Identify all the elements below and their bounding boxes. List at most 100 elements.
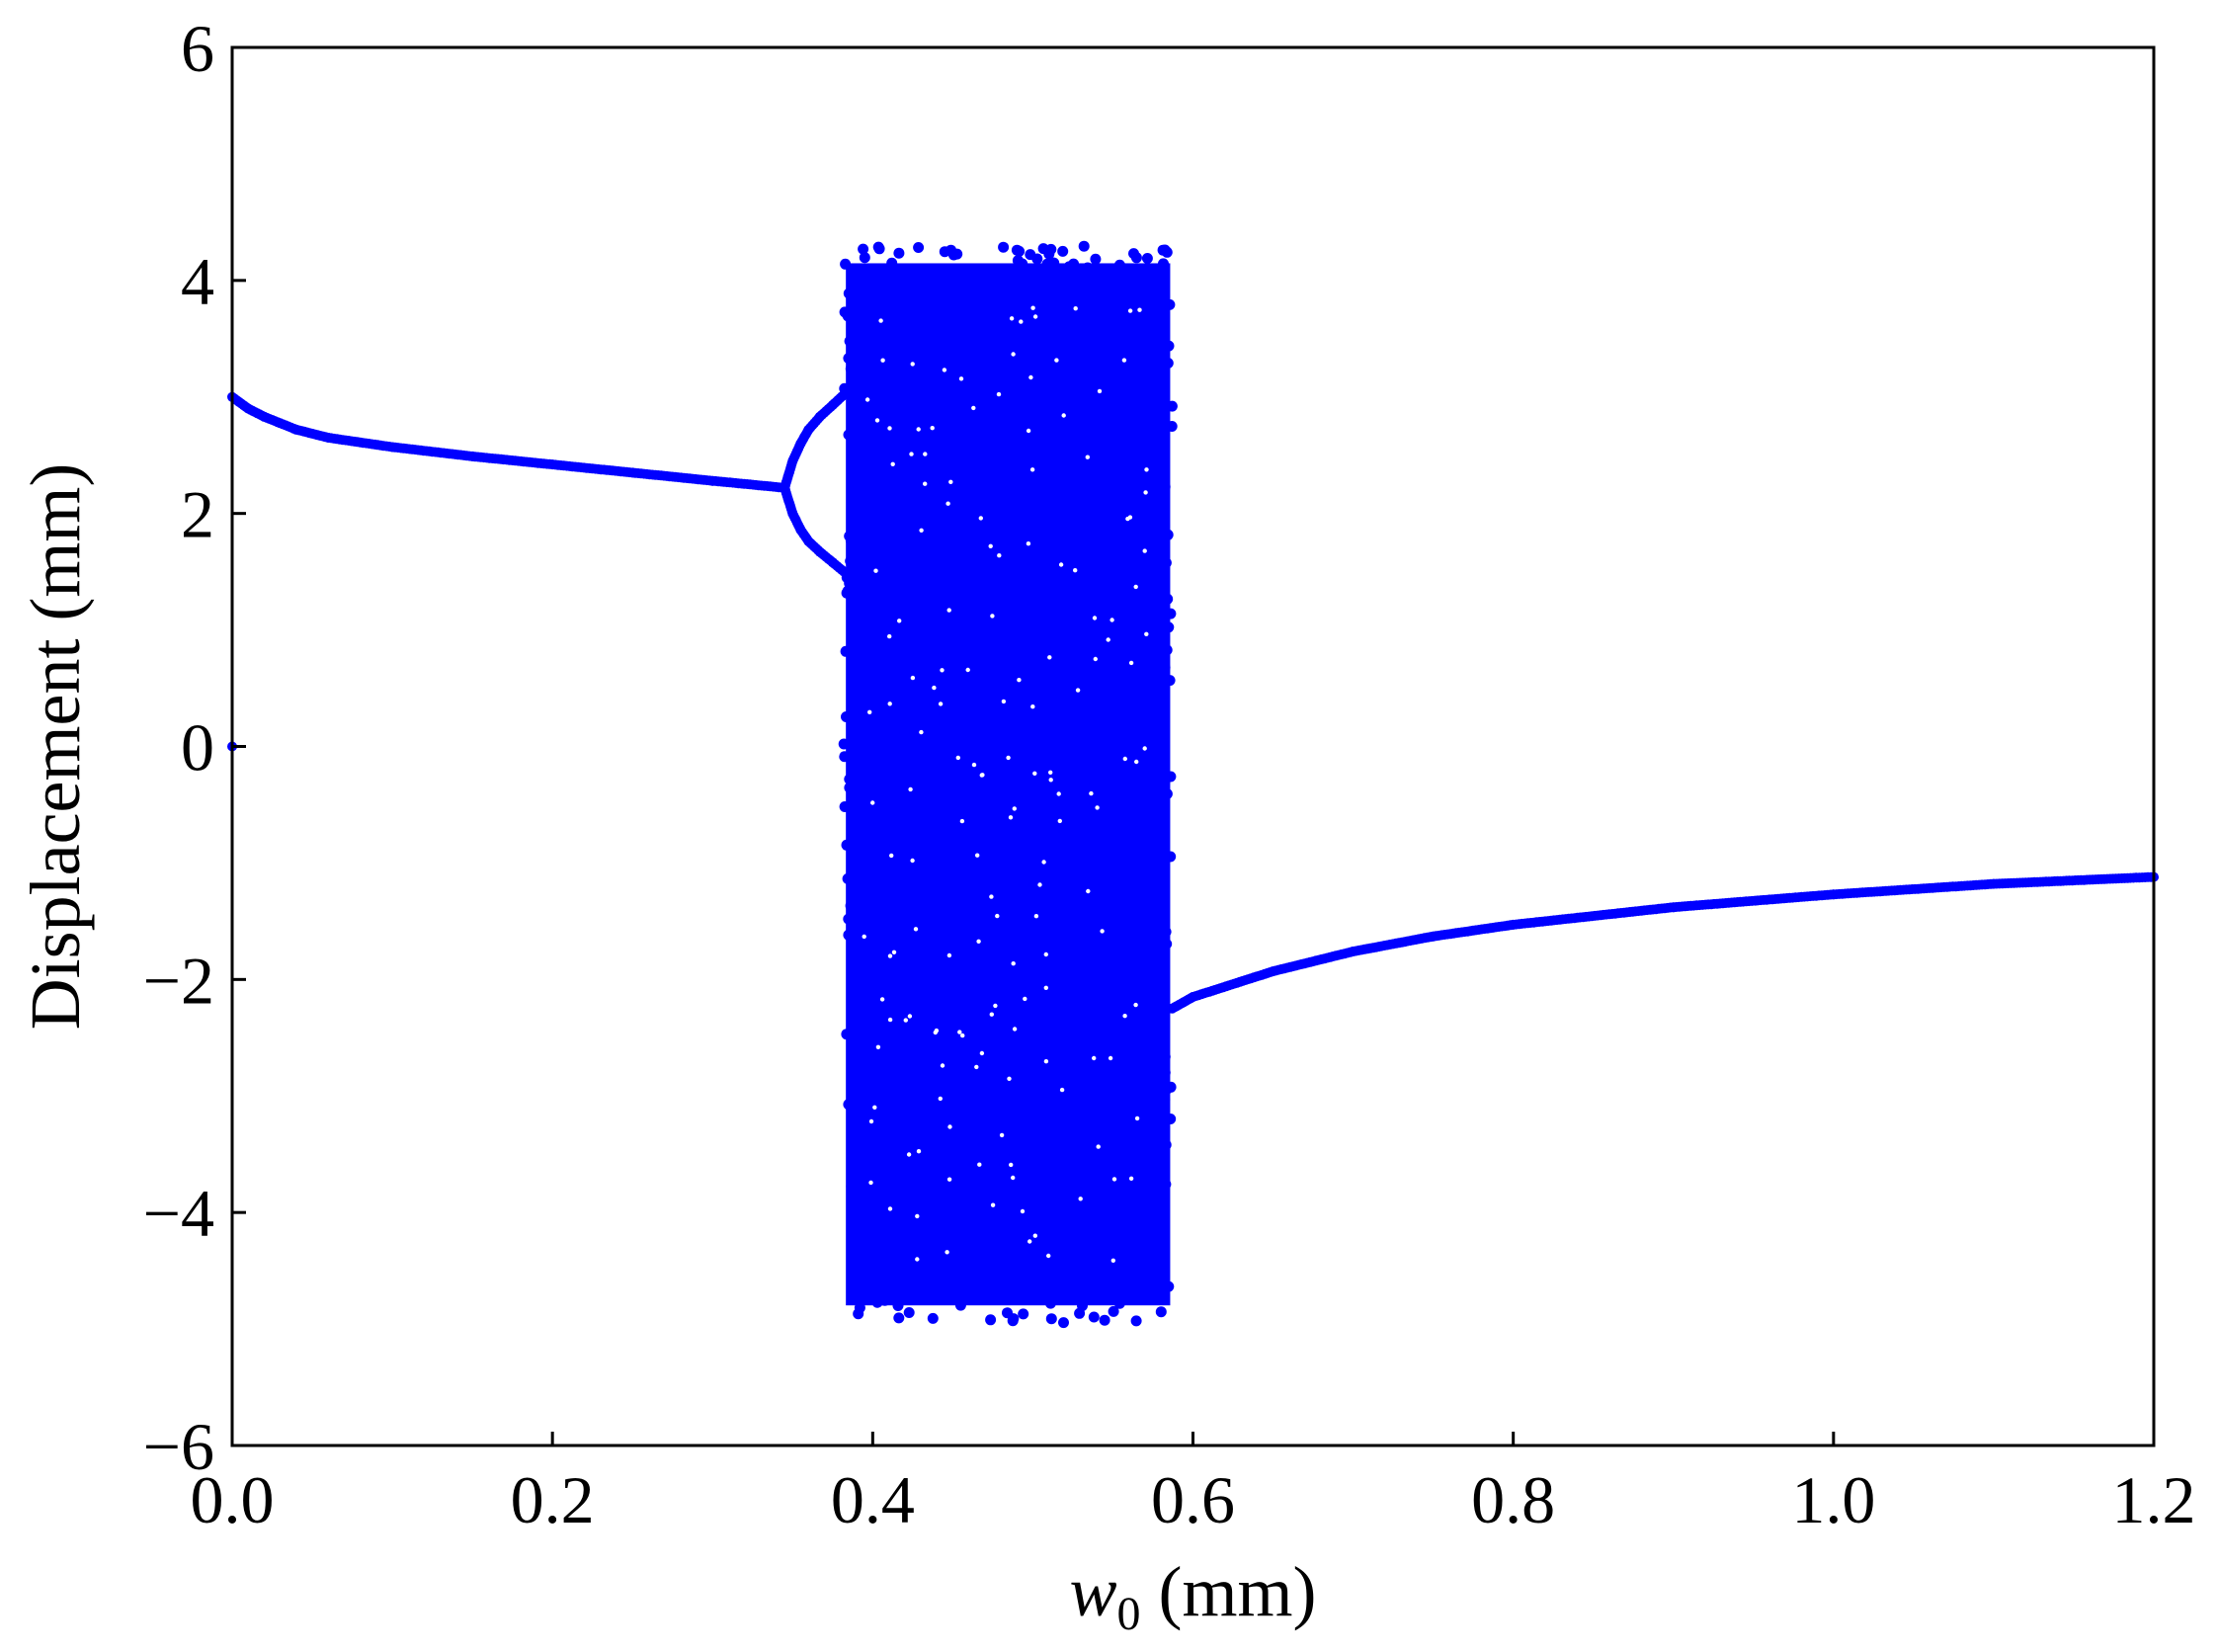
chaos-point [1095,1091,1107,1103]
chaos-point [1133,428,1145,440]
chaos-point [1115,484,1127,496]
chaos-point [1161,788,1173,799]
chaos-point [1122,1203,1134,1215]
chaos-point [1073,1264,1085,1276]
chaos-point [907,1288,919,1300]
chaos-point [1077,1300,1088,1312]
chaos-point [970,1124,982,1136]
chaos-gap [979,773,984,778]
chaos-point [857,311,868,322]
chaos-point [989,781,1001,792]
chaos-point [1132,366,1144,377]
chaos-gap [1012,1027,1018,1032]
chaos-point [1102,821,1113,833]
chaos-point [1101,1120,1112,1132]
chaos-point [883,1144,895,1156]
chaos-point [868,922,879,934]
chaos-point [1096,623,1108,635]
chaos-gap [1122,1014,1127,1019]
chaos-point [1151,668,1163,680]
data-point [839,566,850,577]
chaos-point [1109,1281,1121,1293]
chaos-point [919,597,931,609]
chaos-point [1073,295,1085,306]
chaos-point [923,1249,935,1261]
chaos-point [963,671,975,683]
chaos-point [970,877,981,889]
chaos-point [1101,984,1112,996]
chaos-point [1141,1117,1153,1129]
chaos-point [1015,443,1027,454]
chaos-point [1071,475,1083,487]
chaos-point [947,898,959,910]
chaos-point [1020,268,1031,280]
chaos-point [1133,328,1145,340]
chaos-point [874,372,886,383]
chaos-gap [995,913,1000,919]
chaos-point [905,923,917,935]
chaos-point [981,787,993,799]
chaos-point [1057,245,1069,257]
chaos-gap [1019,319,1024,324]
chaos-point [847,480,859,492]
chaos-point [1120,804,1132,816]
chaos-point [1095,380,1107,392]
chaos-point [972,1225,984,1237]
chaos-point [1049,510,1061,522]
chaos-point [843,353,855,365]
chaos-point [1086,599,1098,611]
chaos-point [968,1008,980,1020]
chaos-point [965,356,976,368]
chaos-point [1152,1268,1164,1279]
chaos-point [1165,608,1177,620]
chaos-point [954,645,966,657]
chaos-point [1068,258,1080,270]
chaos-gap [955,755,960,761]
chaos-point [924,1031,936,1042]
chaos-point [850,1052,862,1064]
chaos-point [1062,799,1074,811]
chaos-point [1030,689,1042,701]
chaos-point [965,974,977,986]
chaos-point [1148,397,1160,409]
chaos-gap [990,614,995,619]
chaos-gap [990,1202,996,1207]
chaos-point [958,481,970,493]
chaos-point [1044,339,1056,351]
chaos-point [936,1203,947,1215]
chaos-gap [923,481,928,486]
chaos-gap [1056,791,1061,796]
chaos-point [1149,767,1161,779]
chaos-gap [976,939,981,944]
chaos-gap [957,1030,962,1034]
chaos-point [973,713,985,725]
chaos-gap [1033,914,1039,919]
chaos-point [956,605,967,616]
chaos-point [1004,733,1016,745]
chaos-point [872,241,884,253]
chaos-point [997,1227,1009,1239]
chaos-point [861,1114,872,1125]
chaos-point [1141,493,1153,505]
chaos-point [939,498,950,510]
chaos-point [1058,1207,1070,1219]
chaos-point [1000,950,1012,961]
chaos-point [1159,1051,1171,1063]
chaos-point [1070,1021,1082,1032]
chaos-point [891,757,903,769]
chaos-point [1160,1139,1172,1151]
chaos-point [1096,297,1108,309]
chaos-gap [945,1250,949,1255]
chaos-point [880,916,891,928]
chaos-point [930,846,942,858]
chaos-point [1152,1228,1164,1240]
chaos-point [1076,642,1088,653]
chaos-point [938,753,948,765]
chaos-point [979,264,991,276]
chaos-point [988,870,999,882]
chaos-gap [930,426,935,431]
chaos-point [1077,385,1089,397]
chaos-point [1158,275,1170,286]
chaos-point [913,242,925,253]
chaos-point [1142,512,1153,524]
